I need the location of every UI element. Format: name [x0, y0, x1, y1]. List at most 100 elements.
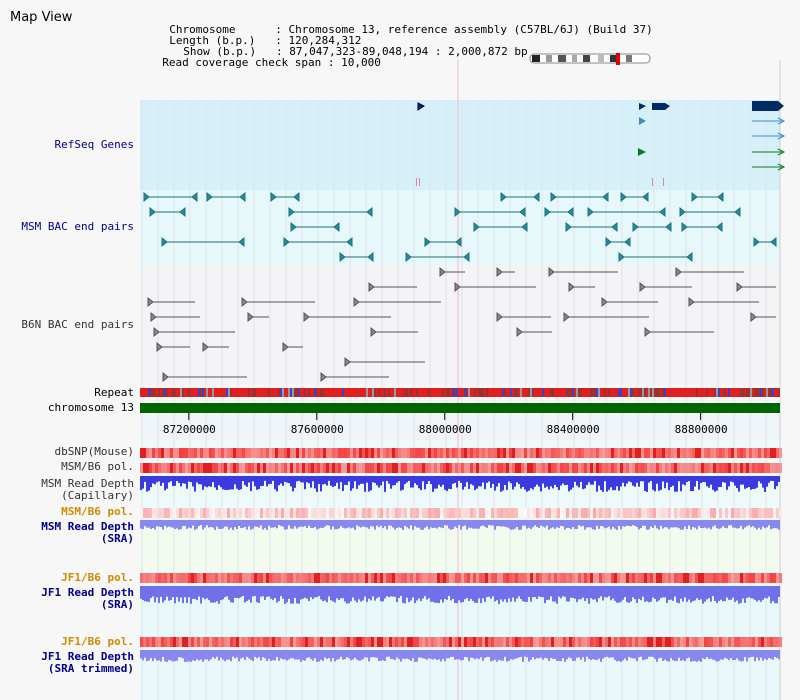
bac-end-marker	[405, 251, 412, 263]
bac-end-marker	[750, 311, 757, 323]
bac-end-marker	[150, 311, 157, 323]
bac-end-marker	[156, 341, 163, 353]
msm-pol-heat-track	[140, 463, 782, 473]
msm-depth-capillary-label-2: (Capillary)	[61, 489, 134, 502]
bac-end-marker	[439, 266, 446, 278]
msm-pol2-heat-track	[140, 508, 782, 518]
bac-end-marker	[548, 266, 555, 278]
b6n-bac-pairs[interactable]	[147, 266, 776, 383]
bac-end-marker	[639, 281, 646, 293]
bac-end-marker	[688, 296, 695, 308]
bac-end-marker	[618, 251, 625, 263]
gene-feature	[638, 148, 646, 156]
length-key: Length (b.p.)	[169, 34, 256, 47]
jf1-depth-sra-label-2: (SRA)	[100, 598, 134, 611]
bac-end-marker	[753, 236, 760, 248]
bac-end-marker	[353, 296, 360, 308]
msm-pol2-track-label[interactable]: MSM/B6 pol.	[61, 505, 134, 518]
length-value: 120,284,312	[288, 34, 362, 47]
gene-feature	[752, 101, 778, 111]
bac-end-marker	[247, 311, 254, 323]
jf1-depth-sra-track	[140, 586, 780, 604]
gene-feature	[417, 102, 425, 111]
ideogram-view-marker	[616, 53, 620, 65]
msm-bac-track-bg	[140, 190, 780, 265]
show-value: 87,047,323-89,048,194 : 2,000,872 bp	[289, 45, 528, 58]
bac-end-marker	[736, 281, 743, 293]
bac-end-marker	[563, 311, 570, 323]
jf1-pol2-track-label[interactable]: JF1/B6 pol.	[61, 635, 134, 648]
bac-end-marker	[454, 281, 461, 293]
bac-end-marker	[282, 341, 289, 353]
bac-end-marker	[473, 221, 480, 233]
show-key: Show (b.p.)	[183, 45, 257, 58]
bac-end-marker	[283, 236, 290, 248]
bac-end-marker	[147, 296, 154, 308]
msm-bac-track-label[interactable]: MSM BAC end pairs	[21, 220, 134, 233]
bac-end-marker	[290, 221, 297, 233]
axis-tick-label: 88000000	[418, 423, 472, 436]
chromosome-value: Chromosome 13, reference assembly (C57BL…	[288, 23, 653, 36]
bac-end-marker	[500, 191, 507, 203]
b6n-bac-track-label[interactable]: B6N BAC end pairs	[21, 318, 134, 331]
bac-end-marker	[587, 206, 594, 218]
jf1-depth-sra-label-1[interactable]: JF1 Read Depth	[41, 586, 134, 599]
bac-end-marker	[344, 356, 351, 368]
bac-end-marker	[370, 326, 377, 338]
jf1-pol-track-label[interactable]: JF1/B6 pol.	[61, 571, 134, 584]
bac-end-marker	[632, 221, 639, 233]
bac-end-marker	[605, 236, 612, 248]
axis-tick-label: 88800000	[674, 423, 728, 436]
axis-tick-label: 87600000	[290, 423, 344, 436]
bac-end-marker	[161, 236, 168, 248]
msm-depth-capillary-label-1[interactable]: MSM Read Depth	[41, 477, 134, 490]
msm-bac-pairs[interactable]	[143, 191, 777, 263]
bac-end-marker	[565, 221, 572, 233]
bac-end-marker	[681, 221, 688, 233]
chromosome-ideogram[interactable]	[528, 52, 652, 66]
b6n-bac-track-bg	[140, 265, 780, 385]
dbsnp-track-label[interactable]: dbSNP(Mouse)	[54, 445, 134, 458]
bac-end-marker	[516, 326, 523, 338]
bac-end-marker	[320, 371, 327, 383]
chromosome-track-label[interactable]: chromosome 13	[47, 401, 134, 414]
bac-end-marker	[424, 236, 431, 248]
bac-end-marker	[691, 191, 698, 203]
msm-pol-track-label[interactable]: MSM/B6 pol.	[61, 460, 134, 473]
jf1-depth-trim-label-1[interactable]: JF1 Read Depth	[41, 650, 134, 663]
chromosome-bar	[140, 403, 780, 413]
coverage-value: 10,000	[341, 56, 381, 69]
bac-end-marker	[241, 296, 248, 308]
bac-end-marker	[339, 251, 346, 263]
header-coverage: Read coverage check span : 10,000	[162, 56, 381, 69]
header-show: Show (b.p.) : 87,047,323-89,048,194 : 2,…	[183, 45, 528, 58]
coverage-key: Read coverage check span	[162, 56, 322, 69]
axis-tick-label: 88400000	[546, 423, 600, 436]
repeat-track	[140, 388, 780, 397]
bac-end-marker	[679, 206, 686, 218]
bac-end-marker	[143, 191, 150, 203]
bac-end-marker	[149, 206, 156, 218]
msm-depth-capillary-track	[140, 476, 780, 492]
refseq-track-label[interactable]: RefSeq Genes	[54, 138, 134, 151]
refseq-genes[interactable]	[416, 101, 786, 186]
gene-feature	[639, 103, 646, 110]
bac-end-marker	[675, 266, 682, 278]
repeat-track-label[interactable]: Repeat	[94, 386, 134, 399]
jf1-pol-heat-track	[140, 573, 782, 583]
chromosome-key: Chromosome	[169, 23, 236, 36]
header-chromosome: Chromosome : Chromosome 13, reference as…	[169, 23, 653, 36]
bac-end-marker	[544, 206, 551, 218]
jf1-depth-trim-label-2: (SRA trimmed)	[47, 662, 134, 675]
header-length: Length (b.p.) : 120,284,312	[169, 34, 362, 47]
dbsnp-heat-track	[140, 448, 782, 458]
bac-end-marker	[601, 296, 608, 308]
gene-feature	[639, 117, 646, 125]
bac-end-marker	[368, 281, 375, 293]
jf1-pol2-heat-track	[140, 637, 782, 647]
bac-end-marker	[496, 311, 503, 323]
bac-end-marker	[620, 191, 627, 203]
msm-depth-sra-track	[140, 520, 780, 530]
msm-depth-sra-label-1[interactable]: MSM Read Depth	[41, 520, 134, 533]
